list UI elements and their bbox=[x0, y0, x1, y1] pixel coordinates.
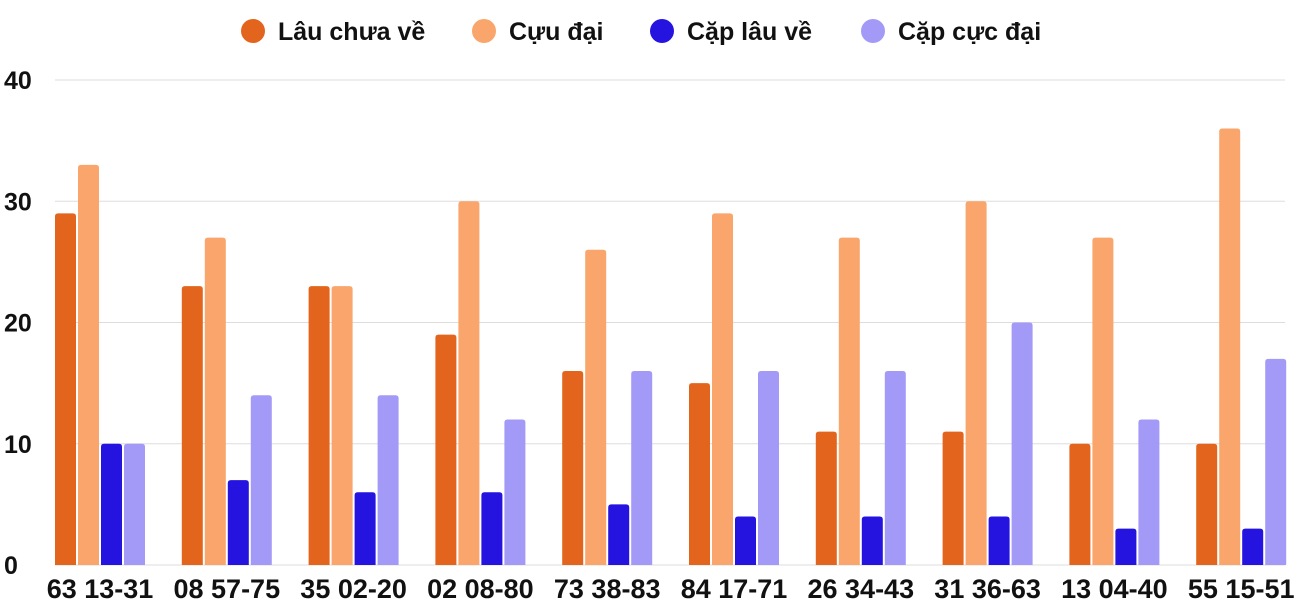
bar-cap-lau-ve-1[interactable] bbox=[101, 443, 122, 565]
legend-label-cap-lau-ve: Cặp lâu về bbox=[687, 18, 812, 46]
legend-item-cap-cuc-dai[interactable]: Cặp cực đại bbox=[861, 18, 1041, 46]
bars bbox=[55, 128, 1287, 566]
bar-cuu-dai-2[interactable] bbox=[204, 237, 226, 565]
bar-cuu-dai-5[interactable] bbox=[585, 249, 607, 565]
x-tick-label: 84 17-71 bbox=[681, 574, 788, 600]
bar-cap-cuc-dai-10[interactable] bbox=[1265, 358, 1287, 565]
bar-cuu-dai-1[interactable] bbox=[78, 164, 99, 565]
bar-lau-chua-ve-6[interactable] bbox=[689, 383, 710, 565]
legend: Lâu chưa về Cựu đại Cặp lâu về Cặp cực đ… bbox=[241, 18, 1041, 46]
bar-lau-chua-ve-2[interactable] bbox=[181, 286, 203, 565]
y-tick-label: 0 bbox=[4, 552, 18, 580]
bar-cap-lau-ve-9[interactable] bbox=[1115, 528, 1137, 565]
bar-cap-cuc-dai-1[interactable] bbox=[124, 443, 145, 565]
bar-lau-chua-ve-1[interactable] bbox=[55, 213, 76, 565]
x-tick-label: 55 15-51 bbox=[1188, 574, 1295, 600]
bar-lau-chua-ve-4[interactable] bbox=[435, 334, 457, 565]
legend-label-lau-chua-ve: Lâu chưa về bbox=[278, 18, 425, 46]
bar-cuu-dai-3[interactable] bbox=[331, 286, 353, 565]
bar-cuu-dai-8[interactable] bbox=[965, 201, 987, 565]
legend-swatch-cuu-dai bbox=[472, 19, 496, 43]
bar-cap-cuc-dai-9[interactable] bbox=[1138, 419, 1160, 566]
bar-cap-cuc-dai-4[interactable] bbox=[504, 419, 526, 566]
bar-cuu-dai-9[interactable] bbox=[1092, 237, 1114, 565]
bar-cap-lau-ve-3[interactable] bbox=[354, 492, 376, 565]
legend-item-lau-chua-ve[interactable]: Lâu chưa về bbox=[241, 18, 425, 46]
legend-swatch-cap-cuc-dai bbox=[861, 19, 885, 43]
bar-cap-cuc-dai-3[interactable] bbox=[377, 395, 399, 565]
y-tick-label: 10 bbox=[4, 431, 32, 459]
bar-cuu-dai-10[interactable] bbox=[1219, 128, 1241, 566]
bar-cap-cuc-dai-2[interactable] bbox=[250, 395, 272, 565]
bar-lau-chua-ve-5[interactable] bbox=[562, 371, 584, 565]
x-tick-label: 63 13-31 bbox=[47, 574, 154, 600]
bar-lau-chua-ve-3[interactable] bbox=[308, 286, 330, 565]
bar-lau-chua-ve-7[interactable] bbox=[815, 431, 837, 565]
bar-cuu-dai-7[interactable] bbox=[838, 237, 860, 565]
x-tick-label: 13 04-40 bbox=[1061, 574, 1168, 600]
bar-cap-lau-ve-2[interactable] bbox=[227, 480, 249, 565]
legend-swatch-lau-chua-ve bbox=[241, 19, 265, 43]
bar-cap-cuc-dai-7[interactable] bbox=[884, 371, 906, 565]
legend-item-cuu-dai[interactable]: Cựu đại bbox=[472, 18, 604, 46]
bar-lau-chua-ve-9[interactable] bbox=[1069, 443, 1091, 565]
x-tick-label: 35 02-20 bbox=[300, 574, 407, 600]
bar-lau-chua-ve-10[interactable] bbox=[1196, 443, 1218, 565]
bar-cuu-dai-4[interactable] bbox=[458, 201, 480, 565]
bar-cap-lau-ve-8[interactable] bbox=[988, 516, 1010, 566]
legend-label-cuu-dai: Cựu đại bbox=[509, 18, 604, 46]
bar-cap-lau-ve-4[interactable] bbox=[481, 492, 503, 565]
x-tick-label: 73 38-83 bbox=[554, 574, 661, 600]
bar-cuu-dai-6[interactable] bbox=[712, 213, 733, 565]
x-tick-label: 26 34-43 bbox=[808, 574, 915, 600]
legend-item-cap-lau-ve[interactable]: Cặp lâu về bbox=[650, 18, 812, 46]
y-axis: 0 10 20 30 40 bbox=[4, 67, 32, 580]
bar-cap-cuc-dai-5[interactable] bbox=[631, 371, 653, 565]
legend-label-cap-cuc-dai: Cặp cực đại bbox=[898, 18, 1041, 46]
bar-cap-cuc-dai-8[interactable] bbox=[1011, 322, 1033, 566]
bar-cap-lau-ve-7[interactable] bbox=[861, 516, 883, 566]
x-tick-label: 08 57-75 bbox=[174, 574, 281, 600]
y-tick-label: 20 bbox=[4, 310, 32, 338]
bar-cap-lau-ve-5[interactable] bbox=[608, 504, 630, 565]
x-axis: 63 13-31 08 57-75 35 02-20 02 08-80 73 38-83… bbox=[47, 574, 1295, 600]
legend-swatch-cap-lau-ve bbox=[650, 19, 674, 43]
x-tick-label: 02 08-80 bbox=[427, 574, 534, 600]
y-tick-label: 30 bbox=[4, 188, 32, 216]
bar-cap-cuc-dai-6[interactable] bbox=[758, 371, 779, 565]
x-tick-label: 31 36-63 bbox=[934, 574, 1041, 600]
bar-lau-chua-ve-8[interactable] bbox=[942, 431, 964, 565]
bar-cap-lau-ve-10[interactable] bbox=[1242, 528, 1264, 565]
bar-cap-lau-ve-6[interactable] bbox=[735, 516, 756, 566]
y-tick-label: 40 bbox=[4, 67, 32, 95]
